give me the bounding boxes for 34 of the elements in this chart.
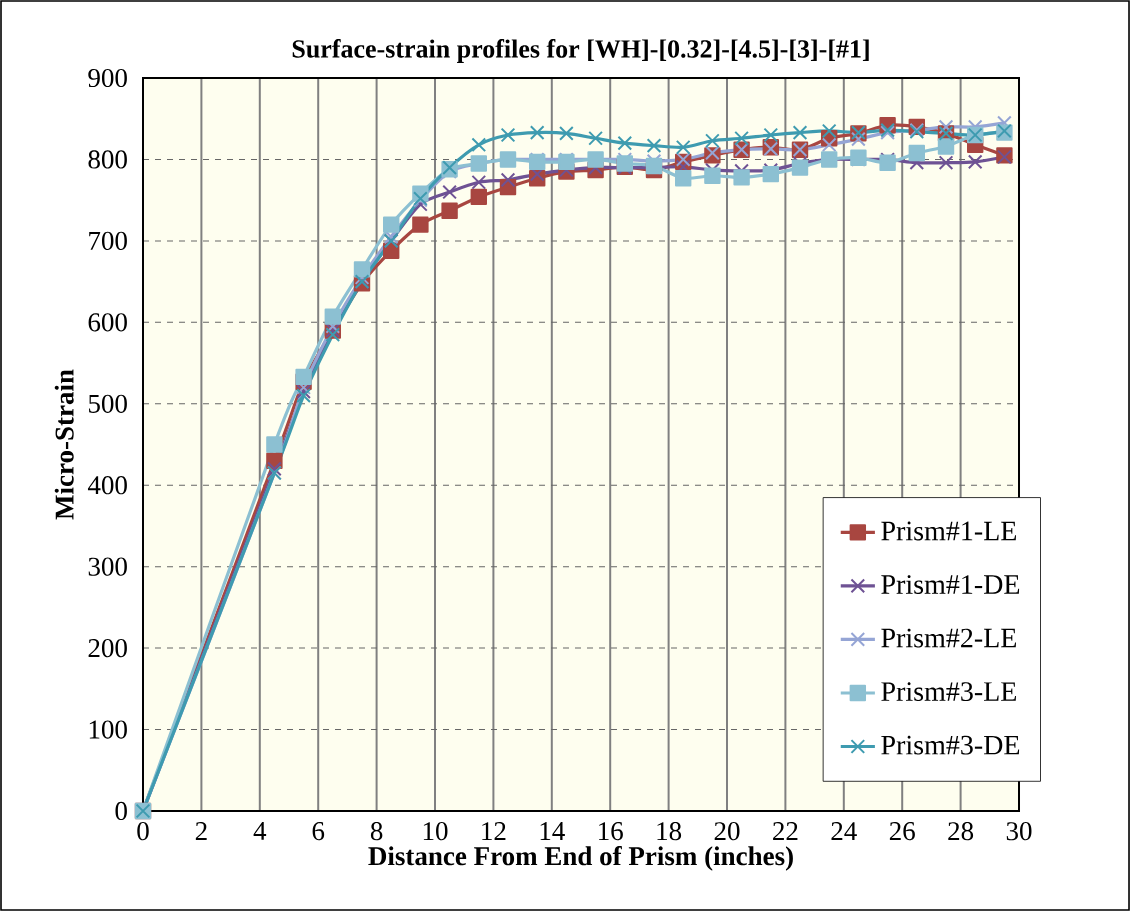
- y-tick-label: 900: [88, 68, 127, 88]
- legend-label: Prism#1-DE: [881, 575, 1020, 594]
- x-tick-label: 12: [482, 822, 506, 840]
- x-tick-label: 30: [1006, 822, 1032, 841]
- legend-label: Prism#3-LE: [881, 682, 1016, 702]
- x-tick-label: 16: [599, 822, 623, 841]
- y-tick-label: 300: [88, 557, 127, 576]
- x-axis-title: Distance From End of Prism (inches): [368, 846, 793, 871]
- x-tick-label: 22: [773, 822, 798, 840]
- legend-label: Prism#3-DE: [881, 735, 1020, 755]
- x-tick-label: 24: [831, 822, 857, 840]
- x-tick-label: 0: [137, 822, 149, 841]
- y-tick-label: 400: [87, 476, 127, 495]
- chart-title: Surface-strain profiles for [WH]-[0.32]-[4.5]-[3]-[#1]: [292, 39, 869, 63]
- y-tick-label: 500: [89, 394, 127, 413]
- y-tick-label: 600: [88, 313, 127, 332]
- x-tick-label: 20: [714, 822, 740, 841]
- y-tick-label: 800: [88, 150, 127, 169]
- y-tick-label: 100: [89, 720, 127, 739]
- y-tick-label: 0: [115, 801, 127, 821]
- x-tick-label: 8: [370, 822, 383, 841]
- x-tick-label: 14: [540, 822, 565, 840]
- legend-label: Prism#1-LE: [881, 521, 1016, 541]
- x-tick-label: 18: [657, 822, 682, 841]
- y-tick-label: 700: [89, 231, 127, 250]
- x-tick-label: 4: [253, 822, 267, 840]
- x-tick-label: 2: [195, 822, 207, 840]
- x-tick-label: 10: [423, 822, 448, 841]
- y-tick-label: 200: [88, 638, 127, 658]
- y-axis-title: Micro-Strain: [54, 369, 74, 520]
- legend-label: Prism#2-LE: [881, 628, 1016, 648]
- x-tick-label: 6: [312, 822, 325, 841]
- x-tick-label: 28: [948, 822, 974, 841]
- x-tick-label: 26: [889, 822, 915, 841]
